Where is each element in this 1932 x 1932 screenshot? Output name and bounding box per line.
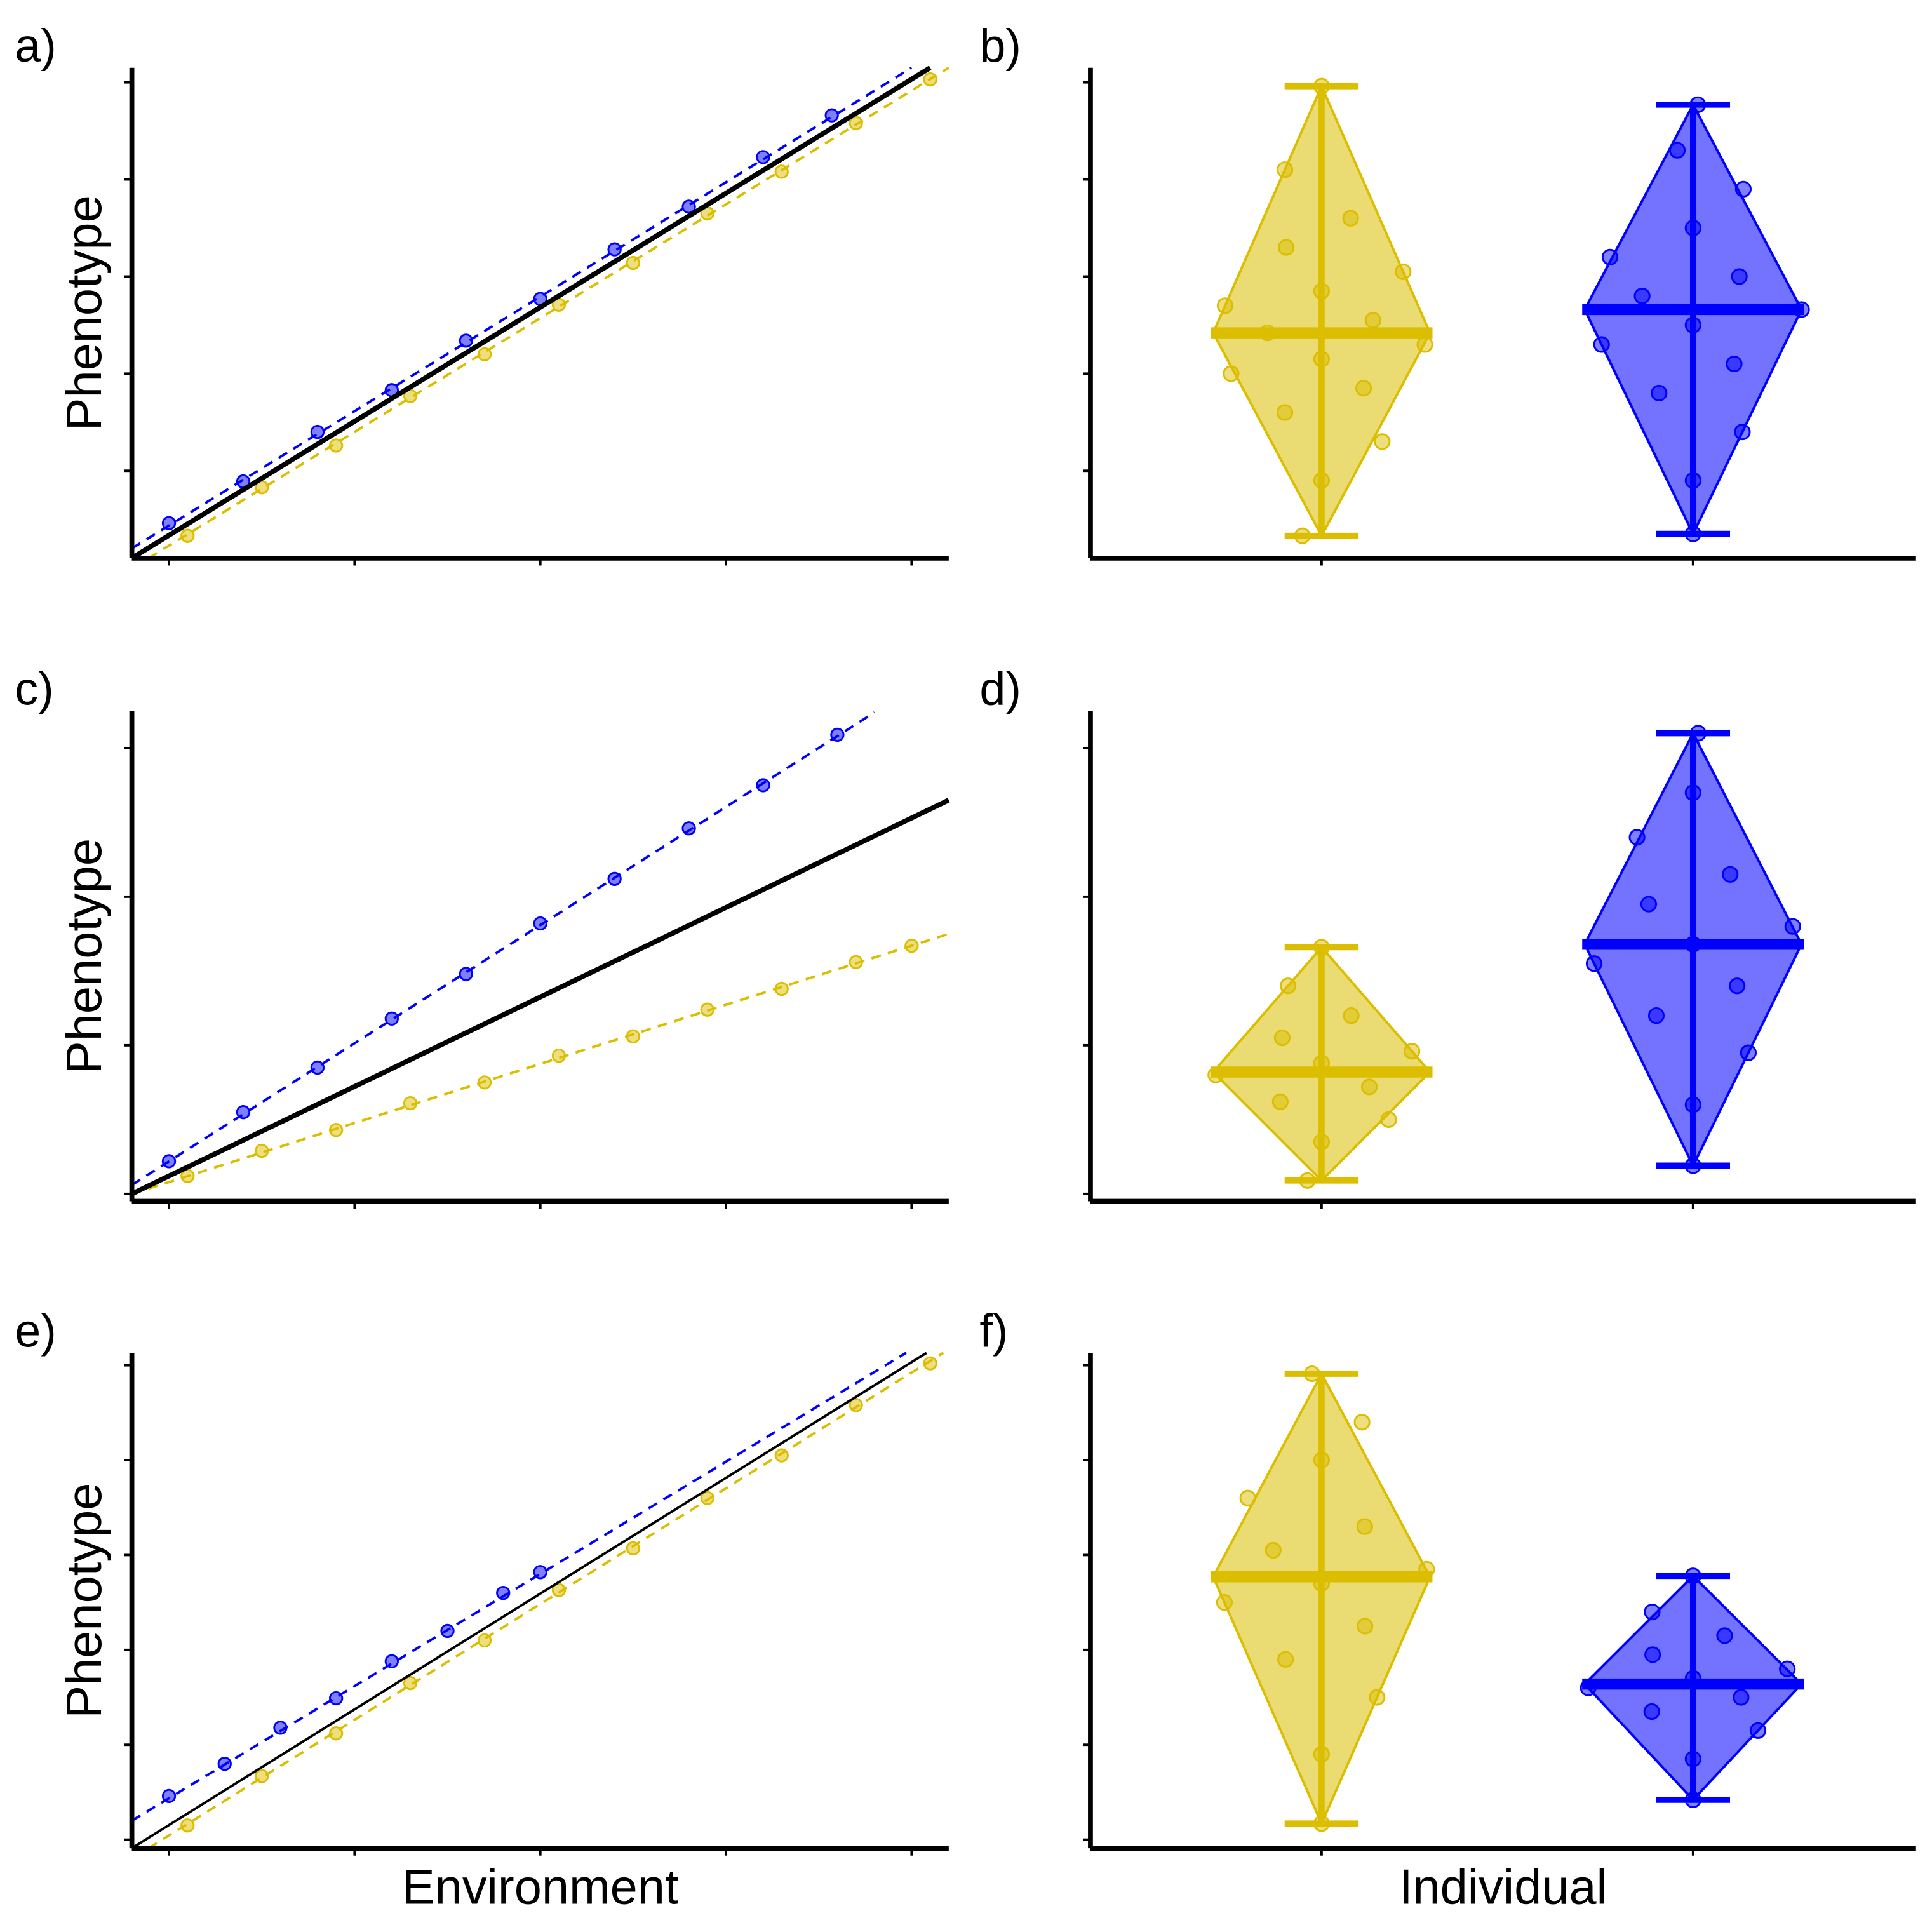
data-point (1364, 312, 1381, 329)
panel-label: b) (979, 19, 1021, 72)
fit-line (131, 932, 949, 1195)
data-point (1223, 365, 1240, 382)
data-point (1651, 384, 1668, 402)
data-point (756, 150, 770, 164)
data-point (1749, 1722, 1767, 1739)
data-point (1380, 1111, 1397, 1128)
data-point (1734, 180, 1752, 198)
data-point (1643, 1703, 1660, 1721)
data-point (1734, 423, 1751, 441)
data-point (384, 1011, 399, 1026)
data-point (1353, 1414, 1371, 1431)
panel-label: f) (979, 1304, 1008, 1357)
data-point (1357, 1618, 1374, 1635)
data-point (700, 1491, 714, 1505)
data-point (1395, 263, 1412, 280)
data-point (1216, 1594, 1233, 1611)
data-point (1343, 1007, 1360, 1024)
data-point (1593, 336, 1610, 353)
fit-line (147, 1352, 944, 1849)
reference-line (131, 1352, 927, 1849)
data-point (1279, 977, 1297, 995)
panel-label: a) (15, 19, 57, 72)
data-point (1640, 896, 1658, 913)
panel-label: e) (15, 1304, 57, 1357)
data-point (1265, 1541, 1282, 1559)
data-point (1722, 866, 1739, 883)
data-point (1356, 1518, 1373, 1535)
data-point (1601, 248, 1619, 265)
data-point (1271, 1093, 1289, 1110)
panel-label: d) (979, 662, 1021, 715)
data-point (1276, 161, 1294, 178)
y-axis-label: Phenotype (57, 195, 112, 431)
data-point (180, 528, 195, 543)
fit-line (131, 711, 875, 1186)
data-point (310, 1060, 325, 1075)
fit-line (147, 67, 949, 560)
data-point (180, 1818, 195, 1833)
data-point (1342, 210, 1359, 227)
data-point (1276, 404, 1294, 421)
y-axis-label: Phenotype (57, 838, 112, 1074)
data-point (1644, 1603, 1661, 1621)
panel-label: c) (15, 662, 53, 715)
data-point (1416, 336, 1433, 353)
data-point (328, 1726, 344, 1741)
data-point (551, 1583, 567, 1597)
data-point (1361, 1078, 1378, 1096)
fit-line (131, 67, 913, 550)
data-point (1740, 1044, 1757, 1061)
data-point (1628, 829, 1646, 846)
data-point (1733, 1689, 1750, 1706)
data-point (1374, 433, 1391, 450)
reference-line (130, 798, 950, 1197)
data-point (849, 116, 863, 131)
data-point (403, 1675, 418, 1691)
data-point (1239, 1489, 1256, 1506)
data-point (328, 438, 344, 453)
fit-line (131, 1352, 907, 1822)
data-point (1278, 239, 1295, 256)
data-point (1273, 1030, 1291, 1047)
data-point (1731, 268, 1748, 285)
data-point (1726, 355, 1743, 373)
reference-line (130, 65, 932, 561)
data-point (1633, 287, 1651, 305)
data-point (1355, 380, 1372, 397)
data-point (1585, 955, 1603, 972)
x-axis-label: Environment (402, 1860, 679, 1914)
data-point (533, 916, 547, 931)
data-point (1716, 1627, 1733, 1644)
data-point (1647, 1007, 1665, 1024)
data-point (1216, 297, 1234, 314)
y-axis-label: Phenotype (57, 1483, 112, 1719)
data-point (1404, 1043, 1421, 1060)
data-point (1277, 1651, 1294, 1668)
data-point (1779, 1660, 1796, 1677)
data-point (1644, 1646, 1661, 1663)
data-point (607, 242, 622, 257)
data-point (1369, 1689, 1386, 1706)
data-point (1729, 977, 1746, 995)
x-axis-label: Individual (1399, 1860, 1607, 1914)
data-point (1668, 142, 1686, 159)
data-point (1784, 918, 1801, 935)
